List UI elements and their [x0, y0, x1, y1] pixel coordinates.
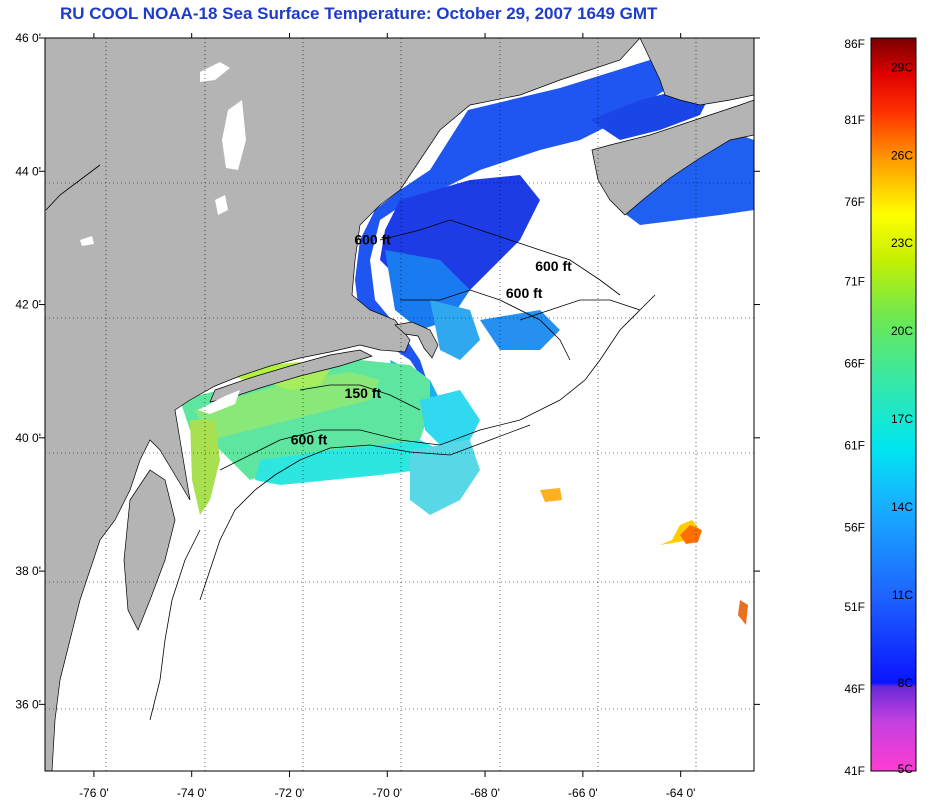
colorbar-celsius-label: 11C [892, 588, 913, 602]
colorbar-labels: 86F 81F 76F 71F 66F 61F 56F 51F 46F 41F 29C 26C 23C 2… [844, 37, 913, 778]
land-layer [45, 38, 754, 771]
longitude-axis: -76 0' -74 0' -72 0' -70 0' -68 0' -66 0' -64 … [79, 33, 695, 800]
isobath-contours [45, 164, 656, 721]
lat-tick-label: 38 0' [15, 564, 41, 578]
lat-tick-label: 44 0' [15, 164, 41, 178]
lon-tick-label: -68 0' [470, 786, 500, 800]
temperature-colorbar [870, 37, 917, 772]
isobath-label: 600 ft [354, 232, 391, 248]
colorbar-celsius-label: 8C [898, 676, 914, 690]
colorbar-fahrenheit-label: 76F [844, 195, 865, 209]
colorbar-celsius-label: 26C [891, 148, 913, 162]
colorbar-celsius-label: 20C [891, 324, 913, 338]
lon-tick-label: -76 0' [79, 786, 109, 800]
colorbar-fahrenheit-label: 51F [844, 600, 865, 614]
colorbar-fahrenheit-label: 66F [844, 356, 865, 370]
colorbar-fahrenheit-label: 56F [844, 521, 865, 535]
colorbar-celsius-label: 23C [891, 236, 913, 250]
lon-tick-label: -66 0' [568, 786, 598, 800]
colorbar-fahrenheit-label: 61F [844, 439, 865, 453]
isobath-label: 600 ft [291, 431, 328, 447]
sst-data-layer [45, 60, 754, 625]
lon-tick-label: -64 0' [666, 786, 696, 800]
isobath-label: 150 ft [345, 385, 382, 401]
isobath-label: 600 ft [506, 285, 543, 301]
colorbar-fahrenheit-label: 41F [844, 764, 865, 778]
isobath-labels: 600 ft 600 ft 600 ft 150 ft 600 ft [291, 232, 572, 448]
colorbar-celsius-label: 14C [891, 500, 913, 514]
lat-tick-label: 42 0' [15, 298, 41, 312]
colorbar-fahrenheit-label: 81F [844, 113, 865, 127]
lakes-layer [80, 62, 246, 414]
lat-tick-label: 36 0' [15, 697, 41, 711]
map-frame [44, 37, 755, 772]
lat-tick-label: 46 0' [15, 31, 41, 45]
colorbar-fahrenheit-label: 71F [844, 274, 865, 288]
lon-tick-label: -72 0' [275, 786, 305, 800]
colorbar-celsius-label: 29C [891, 60, 913, 74]
colorbar-fahrenheit-label: 86F [844, 37, 865, 51]
colorbar-fahrenheit-label: 46F [844, 682, 865, 696]
latitude-axis: 46 0' 44 0' 42 0' 40 0' 38 0' 36 0' [15, 31, 760, 711]
lat-tick-label: 40 0' [15, 431, 41, 445]
isobath-label: 600 ft [535, 258, 572, 274]
lon-tick-label: -70 0' [372, 786, 402, 800]
colorbar-celsius-label: 17C [891, 412, 913, 426]
lon-tick-label: -74 0' [177, 786, 207, 800]
map-title: RU COOL NOAA-18 Sea Surface Temperature:… [60, 4, 658, 23]
colorbar-celsius-label: 5C [898, 762, 914, 776]
